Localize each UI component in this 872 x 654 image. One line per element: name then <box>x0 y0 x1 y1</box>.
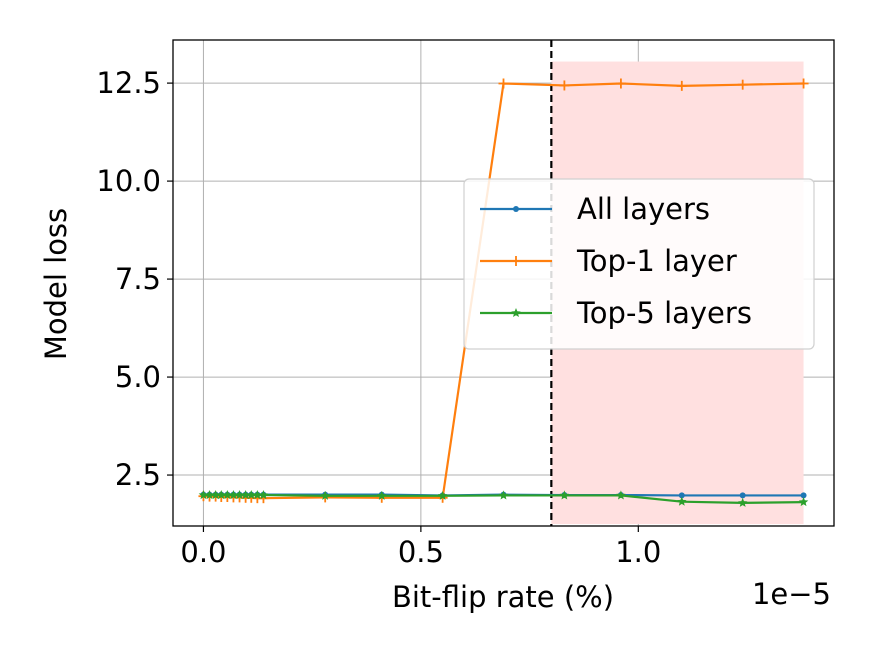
data-point <box>498 78 509 89</box>
data-point <box>216 490 227 500</box>
series-3 <box>198 490 809 507</box>
data-point <box>258 490 269 500</box>
y-tick-label: 2.5 <box>115 458 161 492</box>
data-point <box>222 490 233 500</box>
data-point <box>376 490 387 500</box>
data-point <box>676 80 687 91</box>
x-tick-label: 0.5 <box>398 535 444 569</box>
legend-marker <box>513 206 519 212</box>
axis-ticks: 0.0 0.5 1.0 2.5 5.0 7.5 10.0 12.5 <box>96 66 661 569</box>
data-point <box>737 497 748 507</box>
data-point <box>198 490 209 500</box>
data-point <box>559 490 570 500</box>
y-tick-label: 5.0 <box>115 360 161 394</box>
legend-item: Top-1 layer <box>480 244 737 278</box>
legend-label: All layers <box>577 192 710 226</box>
data-point <box>437 490 448 500</box>
data-point <box>234 490 245 500</box>
legend: All layers Top-1 layer Top-5 layers <box>463 178 815 350</box>
y-axis-label: Model loss <box>39 208 73 360</box>
y-tick-label: 7.5 <box>115 262 161 296</box>
y-tick-label: 12.5 <box>96 66 161 100</box>
data-point <box>320 490 330 500</box>
data-point <box>737 79 748 90</box>
y-tick-label: 10.0 <box>96 164 161 198</box>
series-group <box>198 78 809 507</box>
x-axis-offset-label: 1e−5 <box>752 577 831 611</box>
data-point <box>616 490 626 500</box>
data-point <box>240 490 251 500</box>
data-point <box>678 492 685 499</box>
x-tick-label: 1.0 <box>615 535 661 569</box>
data-point <box>800 492 807 499</box>
legend-label: Top-5 layers <box>576 296 752 330</box>
data-point <box>210 490 221 500</box>
data-point <box>798 497 809 507</box>
legend-label: Top-1 layer <box>576 244 737 278</box>
legend-box <box>463 178 815 350</box>
axes-frame <box>172 39 835 527</box>
data-point <box>798 78 809 89</box>
data-point <box>559 80 570 91</box>
legend-item: All layers <box>480 192 710 226</box>
plot-frame <box>172 39 835 527</box>
legend-marker <box>511 256 521 266</box>
legend-item: Top-5 layers <box>480 296 752 330</box>
data-point <box>204 490 215 500</box>
legend-marker <box>511 308 521 318</box>
x-tick-label: 0.0 <box>180 535 226 569</box>
data-point <box>498 490 509 500</box>
data-point <box>615 78 626 89</box>
data-point <box>228 490 239 500</box>
data-point <box>677 496 687 506</box>
x-axis-label: Bit-flip rate (%) <box>392 580 614 614</box>
data-point <box>739 492 746 499</box>
data-point <box>252 490 263 500</box>
data-point <box>246 490 257 500</box>
